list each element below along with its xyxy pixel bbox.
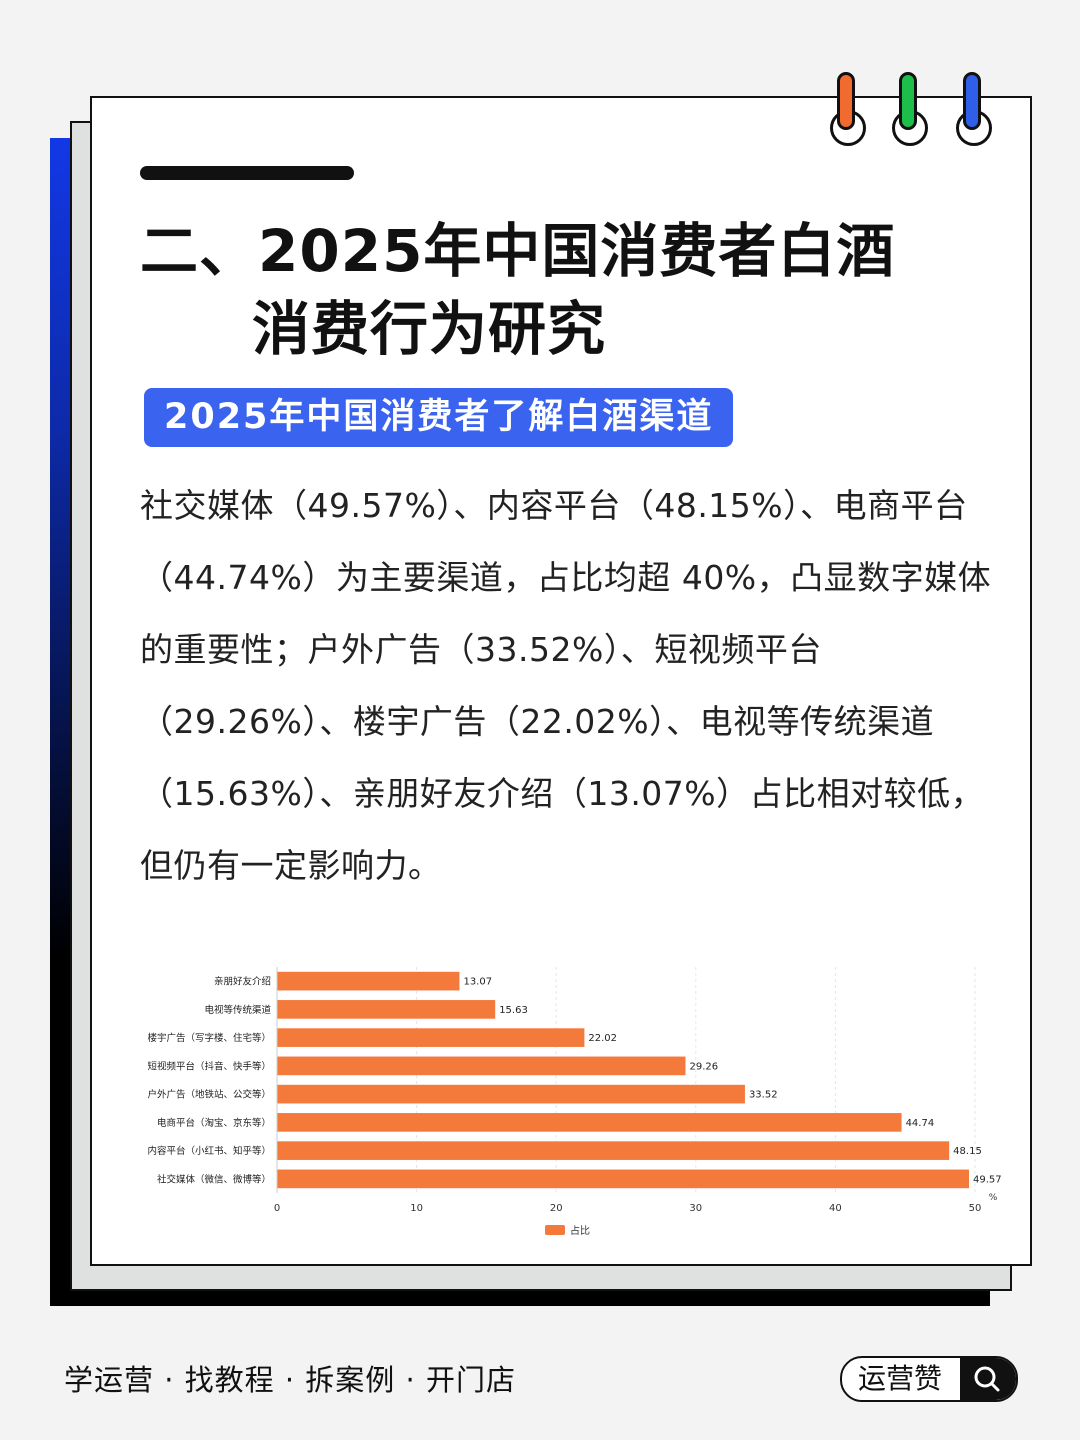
bar [277, 1141, 950, 1160]
x-tick-label: 30 [689, 1203, 702, 1214]
peg-orange [837, 72, 855, 130]
chart-labels: 13.07 亲朋好友介绍 15.63 电视等传统渠道 22.02 楼宇广告（写字楼、住宅等… [147, 976, 1001, 1186]
x-tick-label: 20 [550, 1203, 563, 1214]
search-icon [974, 1366, 1000, 1392]
chart-bars [277, 971, 969, 1189]
data-label: 49.57 [973, 1174, 1002, 1185]
category-label: 短视频平台（抖音、快手等） [147, 1060, 271, 1072]
category-label: 户外广告（地铁站、公交等） [147, 1089, 271, 1101]
x-unit-label: % [989, 1193, 998, 1203]
legend-swatch [545, 1225, 565, 1235]
data-label: 33.52 [749, 1090, 778, 1101]
data-label: 13.07 [463, 977, 492, 988]
body-paragraph: 社交媒体（49.57%）、内容平台（48.15%）、电商平台（44.74%）为主… [140, 486, 992, 885]
x-tick-label: 0 [274, 1203, 280, 1214]
x-tick-label: 50 [969, 1203, 982, 1214]
category-label: 社交媒体（微信、微博等） [157, 1173, 271, 1185]
category-label: 电商平台（淘宝、京东等） [157, 1117, 271, 1129]
data-label: 15.63 [499, 1005, 528, 1016]
footer-tagline: 学运营 · 找教程 · 拆案例 · 开门店 [64, 1363, 516, 1397]
bar [277, 1169, 969, 1189]
decorative-bar [140, 166, 354, 180]
x-tick-label: 10 [410, 1203, 423, 1214]
bar [277, 1113, 902, 1132]
category-label: 楼宇广告（写字楼、住宅等） [147, 1032, 271, 1044]
peg-green [899, 72, 917, 130]
bar [277, 1084, 745, 1104]
peg-blue [963, 72, 981, 130]
chart-x-axis: 0 10 20 30 40 50% [274, 967, 998, 1214]
title-line-2: 消费行为研究 [252, 295, 607, 363]
chart-legend: 占比 [545, 1224, 590, 1237]
data-label: 29.26 [689, 1061, 718, 1072]
category-label: 电视等传统渠道 [204, 1004, 271, 1016]
page-title: 二、2025年中国消费者白酒 消费行为研究 [140, 212, 1020, 368]
data-label: 48.15 [953, 1146, 982, 1157]
bar [277, 1028, 585, 1047]
category-label: 内容平台（小红书、知乎等） [147, 1145, 271, 1157]
bar [277, 1056, 686, 1076]
data-label: 22.02 [588, 1033, 617, 1044]
section-badge: 2025年中国消费者了解白酒渠道 [144, 388, 734, 447]
title-line-1: 二、2025年中国消费者白酒 [140, 217, 896, 285]
search-label: 运营赞 [858, 1362, 943, 1395]
legend-label: 占比 [570, 1224, 590, 1237]
category-label: 亲朋好友介绍 [214, 976, 271, 988]
data-label: 44.74 [906, 1118, 935, 1129]
search-button[interactable] [960, 1358, 1016, 1400]
bar [277, 1000, 496, 1019]
binder-rings [825, 70, 1005, 150]
channel-bar-chart: 13.07 亲朋好友介绍 15.63 电视等传统渠道 22.02 楼宇广告（写字楼、住宅等… [147, 967, 1002, 1237]
search-bar[interactable]: 运营赞 [840, 1356, 1018, 1402]
bar [277, 971, 460, 991]
x-tick-label: 40 [829, 1203, 842, 1214]
